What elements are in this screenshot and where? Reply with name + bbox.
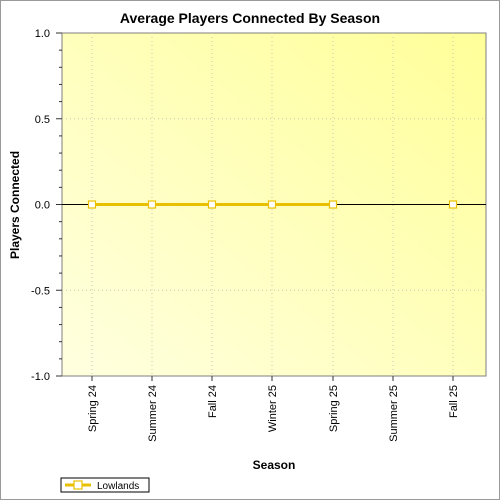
x-tick-label: Winter 25 (267, 385, 279, 432)
x-tick-label: Spring 24 (87, 385, 99, 432)
x-tick-label: Fall 24 (207, 385, 219, 418)
y-axis-title: Players Connected (8, 151, 22, 259)
x-tick-label: Fall 25 (448, 385, 460, 418)
x-tick-label: Summer 25 (388, 385, 400, 442)
chart-title: Average Players Connected By Season (120, 10, 380, 26)
y-tick-label: 1.0 (35, 28, 50, 40)
legend-label-lowlands: Lowlands (97, 481, 139, 492)
data-point (207, 200, 217, 209)
legend-swatch-marker (73, 480, 83, 490)
data-point (448, 200, 458, 209)
data-point (87, 200, 97, 209)
y-tick-label: 0.5 (35, 114, 50, 126)
series-layer (87, 200, 458, 209)
data-point (328, 200, 338, 209)
x-tick-label: Spring 25 (328, 385, 340, 432)
y-tick-label: -1.0 (31, 371, 50, 383)
data-point (267, 200, 277, 209)
legend: Lowlands (60, 477, 150, 493)
data-point (147, 200, 157, 209)
y-tick-label: 0.0 (35, 200, 50, 212)
x-axis-title: Season (253, 458, 296, 472)
x-tick-label: Summer 24 (147, 385, 159, 442)
grid-lines (62, 33, 486, 376)
y-tick-label: -0.5 (31, 285, 50, 297)
legend-box (60, 477, 150, 493)
